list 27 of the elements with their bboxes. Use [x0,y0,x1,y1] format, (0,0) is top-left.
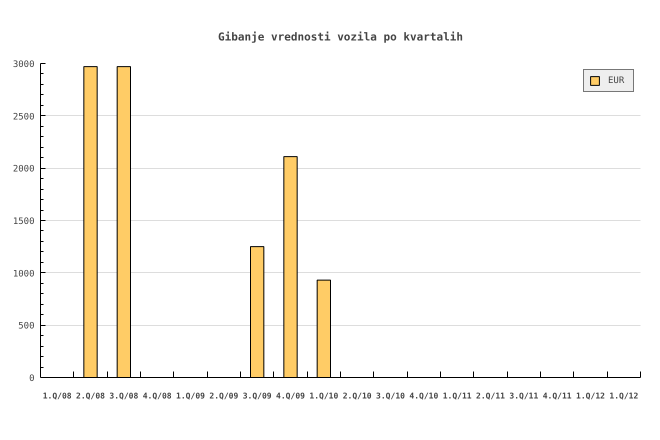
x-tick-label: 1.Q/10 [309,392,338,400]
x-tick-label: 1.Q/12 [576,392,606,400]
y-tick-label: 2500 [12,112,35,122]
y-tick-label: 3000 [12,60,35,70]
x-tick-label: 4.Q/11 [542,392,572,400]
y-tick-label: 1000 [12,269,35,280]
x-tick-label: 2.Q/11 [476,392,506,400]
x-tick-label: 1.Q/08 [42,392,72,400]
legend-label: EUR [608,76,626,86]
y-tick-label: 0 [29,374,35,384]
y-tick-label: 2000 [12,164,35,175]
x-tick-label: 2.Q/08 [76,392,106,400]
x-tick-label: 1.Q/09 [176,392,206,400]
x-tick-label: 3.Q/09 [242,392,272,400]
x-tick-label: 4.Q/10 [409,392,438,400]
x-tick-label: 4.Q/09 [276,392,306,400]
x-tick-label: 3.Q/08 [109,392,138,400]
x-tick-label: 2.Q/09 [209,392,238,400]
x-tick-label: 1.Q/11 [442,392,472,400]
x-tick-label: 1.Q/12 [609,392,638,400]
x-tick-label: 3.Q/10 [376,392,406,400]
chart-title: Gibanje vrednosti vozila po kvartalih [218,30,464,44]
y-tick-label: 1500 [12,217,35,227]
x-tick-label: 4.Q/08 [142,392,172,400]
x-tick-label: 3.Q/11 [509,392,538,400]
y-tick-label: 500 [18,322,35,332]
x-tick-label: 2.Q/10 [342,392,372,400]
